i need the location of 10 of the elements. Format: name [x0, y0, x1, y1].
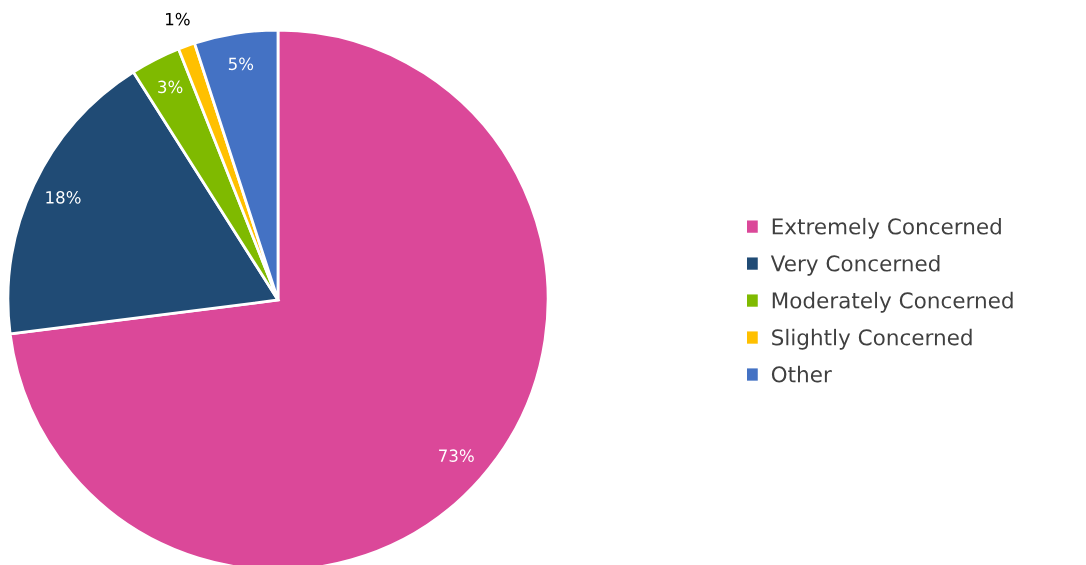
legend-label: Extremely Concerned [772, 217, 1001, 239]
data-label: 1% [166, 12, 190, 26]
data-label: 18% [46, 191, 81, 204]
legend-label: Slightly Concerned [772, 328, 972, 350]
data-label: 5% [228, 57, 254, 71]
data-label: 73% [439, 449, 474, 462]
legend-label: Very Concerned [770, 254, 940, 276]
legend-label: Other [771, 365, 832, 383]
data-label: 3% [158, 80, 183, 94]
legend-label: Moderately Concerned [772, 291, 1013, 313]
